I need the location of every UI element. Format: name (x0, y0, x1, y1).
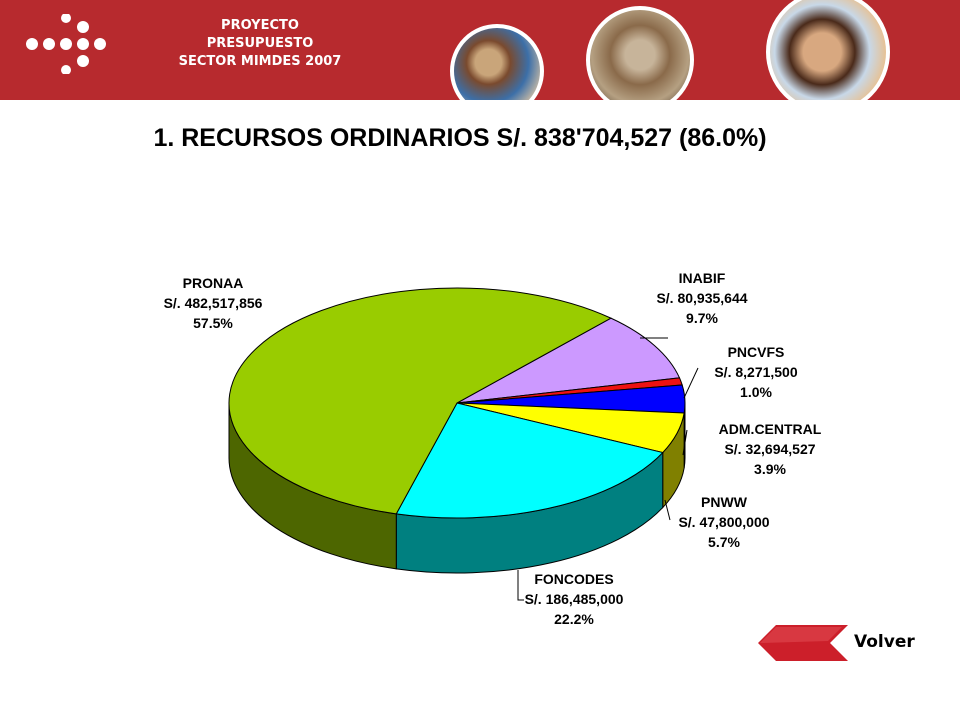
leader-line-pncvfs (683, 367, 699, 399)
pie-slice-inabif (456, 317, 681, 404)
photo-mother-child (766, 0, 890, 100)
label-name-pncvfs: PNCVFS (728, 344, 785, 360)
label-amount-admcentral: S/. 32,694,527 (724, 441, 815, 457)
label-name-pnww: PNWW (701, 494, 748, 510)
header-banner: PROYECTO PRESUPUESTO SECTOR MIMDES 2007 (0, 0, 960, 100)
pie-top (228, 287, 686, 519)
pie-slice-foncodes (395, 402, 664, 519)
pie-slice-pronaa (228, 287, 612, 515)
label-name-admcentral: ADM.CENTRAL (719, 421, 822, 437)
volver-button[interactable]: Volver (758, 625, 918, 661)
photo-women (450, 24, 544, 100)
back-arrow-icon (758, 625, 848, 661)
label-percent-pronaa: 57.5% (193, 315, 233, 331)
header-line-1: PROYECTO (221, 18, 299, 33)
dots-logo-icon (26, 14, 106, 74)
label-name-inabif: INABIF (679, 270, 726, 286)
leader-line-pnww (664, 499, 671, 521)
label-name-pronaa: PRONAA (183, 275, 244, 291)
label-name-foncodes: FONCODES (534, 571, 613, 587)
label-percent-pnww: 5.7% (708, 534, 740, 550)
pie-labels: PRONAA S/. 482,517,856 57.5% INABIF S/. 80,9… (164, 270, 822, 627)
photo-workers (586, 6, 694, 100)
leader-line-foncodes (517, 570, 524, 601)
label-amount-pronaa: S/. 482,517,856 (164, 295, 263, 311)
label-amount-pnww: S/. 47,800,000 (678, 514, 769, 530)
header-line-3: SECTOR MIMDES 2007 (178, 54, 342, 69)
label-percent-pncvfs: 1.0% (740, 384, 772, 400)
volver-label: Volver (854, 632, 915, 652)
label-percent-foncodes: 22.2% (554, 611, 594, 627)
chart-title: 1. RECURSOS ORDINARIOS S/. 838'704,527 (… (153, 124, 767, 152)
header-line-2: PRESUPUESTO (206, 36, 314, 51)
label-amount-pncvfs: S/. 8,271,500 (714, 364, 798, 380)
label-amount-inabif: S/. 80,935,644 (656, 290, 747, 306)
label-percent-inabif: 9.7% (686, 310, 718, 326)
leader-line-admcentral (682, 429, 688, 456)
label-percent-admcentral: 3.9% (754, 461, 786, 477)
header-title: PROYECTO PRESUPUESTO SECTOR MIMDES 2007 (160, 17, 360, 71)
label-amount-foncodes: S/. 186,485,000 (525, 591, 624, 607)
pie-sides (228, 402, 686, 574)
